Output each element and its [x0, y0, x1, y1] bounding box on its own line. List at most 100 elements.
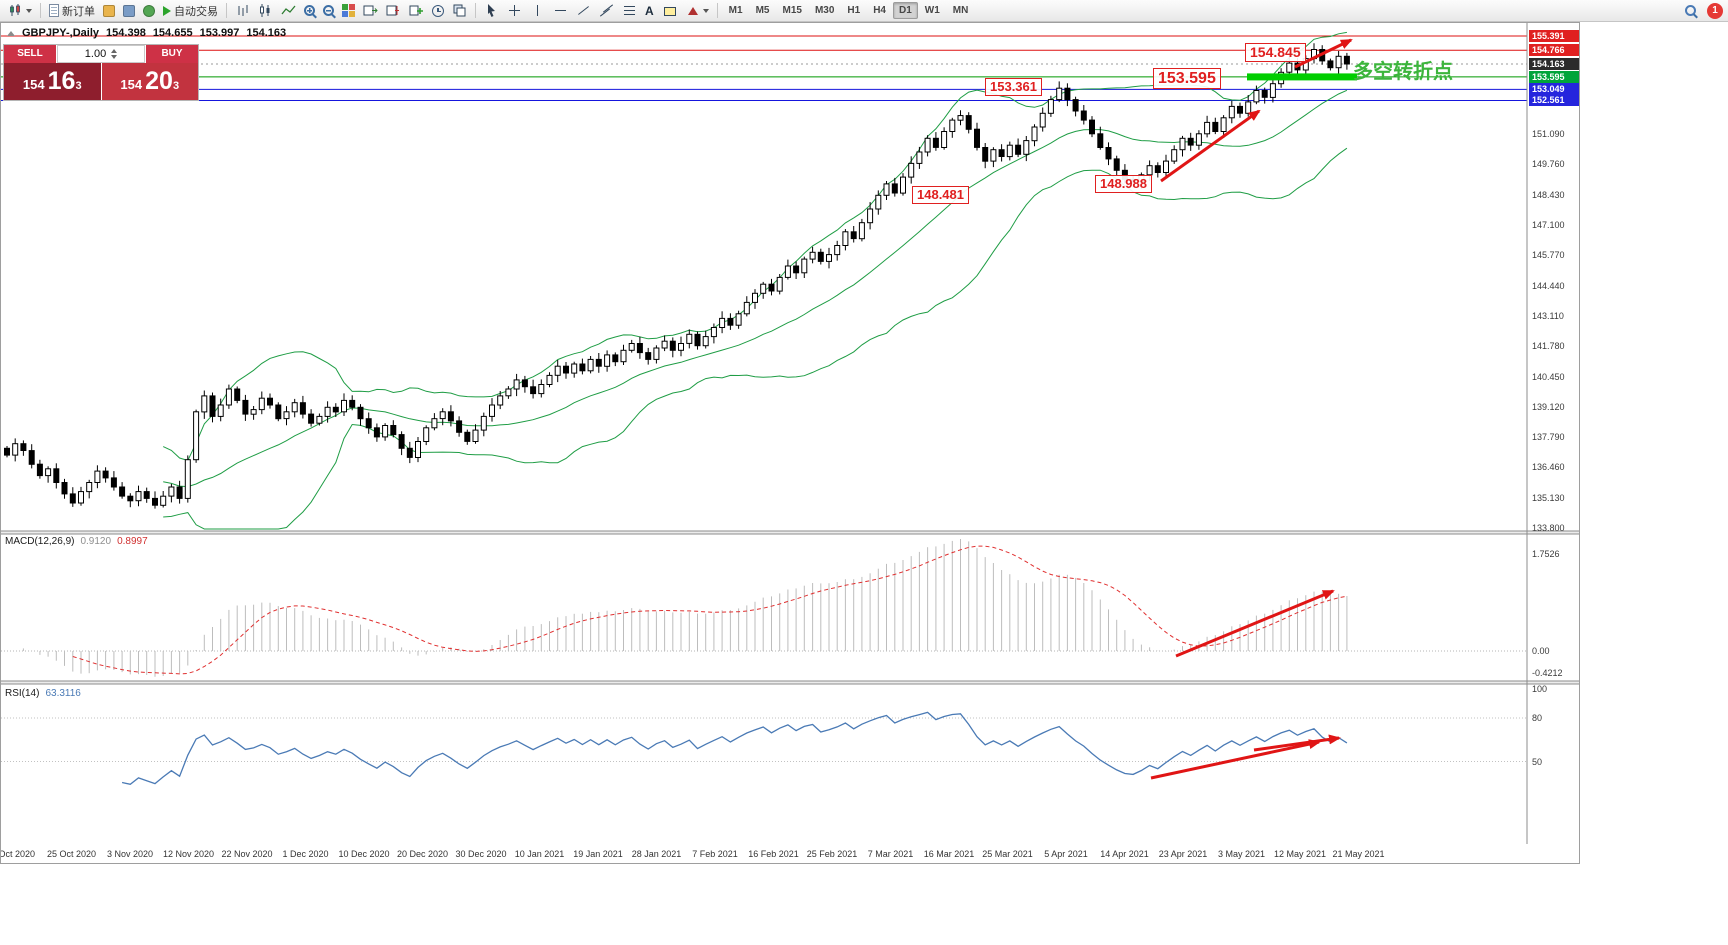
- text-tool-icon: A: [645, 3, 654, 18]
- shapes-tool-button[interactable]: [682, 1, 712, 20]
- sell-price-display[interactable]: 154 16 3: [4, 63, 101, 100]
- channel-tool-button[interactable]: [596, 1, 617, 20]
- timeframe-button-w1[interactable]: W1: [924, 5, 940, 16]
- rsi-scale-label: 80: [1532, 713, 1543, 723]
- macd-signal-value: 0.8997: [117, 536, 148, 547]
- chart-window[interactable]: 155.391 154.766 154.163 153.595 153.049 152.5…: [0, 22, 1580, 864]
- date-label: 12 May 2021: [1273, 849, 1327, 859]
- rsi-name: RSI(14): [5, 688, 40, 699]
- price-line-label: 154.766: [1529, 44, 1579, 56]
- label-tool-button[interactable]: [659, 1, 680, 20]
- chart-shift-icon: [386, 5, 399, 16]
- turning-point-annotation[interactable]: 多空转折点: [1353, 61, 1453, 83]
- trendline-icon: [576, 3, 591, 18]
- buy-button[interactable]: BUY: [146, 45, 198, 63]
- price-callout[interactable]: 153.361: [985, 78, 1042, 96]
- timeframe-button-m5[interactable]: M5: [755, 5, 770, 16]
- auto-scroll-button[interactable]: [360, 1, 381, 20]
- macd-scale-label: -0.4212: [1532, 668, 1563, 678]
- timeframe-button-mn[interactable]: MN: [952, 5, 969, 16]
- timeframe-button-d1[interactable]: D1: [892, 2, 918, 19]
- price-scale-label: 133.800: [1532, 523, 1565, 533]
- vertical-line-tool-button[interactable]: [527, 1, 548, 20]
- chart-shift-button[interactable]: [383, 1, 404, 20]
- timeframe-button-m1[interactable]: M1: [728, 5, 743, 16]
- new-chart-plus-icon: [409, 5, 423, 16]
- strategy-tester-button[interactable]: [100, 1, 118, 20]
- price-callout[interactable]: 153.595: [1153, 68, 1221, 90]
- price-chart-canvas[interactable]: [1, 23, 1579, 863]
- trendline-tool-button[interactable]: [573, 1, 594, 20]
- horizontal-line-tool-button[interactable]: [550, 1, 571, 20]
- price-line-label: 155.391: [1529, 30, 1579, 42]
- date-label: 23 Apr 2021: [1158, 849, 1208, 859]
- volume-value: 1.00: [84, 48, 107, 60]
- template-button[interactable]: [449, 1, 470, 20]
- timeframe-button-m15[interactable]: M15: [782, 5, 802, 16]
- date-label: 7 Feb 2021: [692, 849, 738, 859]
- price-axis[interactable]: 155.391 154.766 154.163 153.595 153.049 152.5…: [1528, 23, 1579, 863]
- price-callout[interactable]: 154.845: [1245, 43, 1306, 62]
- close-value: 154.163: [246, 27, 287, 39]
- metaeditor-button[interactable]: [120, 1, 138, 20]
- spinner-down-icon[interactable]: [111, 55, 118, 59]
- date-label: 3 Nov 2020: [106, 849, 154, 859]
- timeframe-button-h4[interactable]: H4: [873, 5, 886, 16]
- rsi-scale-label: 50: [1532, 757, 1543, 767]
- time-axis[interactable]: 5 Oct 2020 25 Oct 2020 3 Nov 2020 12 Nov 20…: [1, 844, 1528, 863]
- zoom-out-icon: [323, 5, 334, 16]
- search-button[interactable]: [1682, 1, 1699, 20]
- notification-badge[interactable]: 1: [1707, 2, 1723, 19]
- timeframe-button-m30[interactable]: M30: [814, 5, 835, 16]
- date-label: 16 Feb 2021: [748, 849, 799, 859]
- bar-chart-icon: [238, 5, 248, 16]
- autotrading-button[interactable]: 自动交易: [160, 1, 221, 20]
- rsi-indicator-label: RSI(14) 63.3116: [5, 688, 81, 699]
- macd-indicator-label: MACD(12,26,9) 0.9120 0.8997: [5, 536, 148, 547]
- options-icon: [143, 4, 155, 17]
- sell-button[interactable]: SELL: [4, 45, 56, 63]
- toolbar-separator: [716, 3, 718, 18]
- chart-window-menu[interactable]: [5, 1, 35, 20]
- macd-scale-label: 1.7526: [1532, 549, 1560, 559]
- crosshair-tool-button[interactable]: [504, 1, 525, 20]
- price-scale-label: 144.440: [1532, 281, 1565, 291]
- price-scale-label: 151.090: [1532, 129, 1565, 139]
- price-callout[interactable]: 148.988: [1095, 175, 1152, 193]
- period-button[interactable]: [429, 1, 447, 20]
- price-scale-label: 149.760: [1532, 159, 1565, 169]
- cursor-tool-button[interactable]: [481, 1, 502, 20]
- price-scale-label: 140.450: [1532, 372, 1565, 382]
- new-chart-plus-button[interactable]: [406, 1, 427, 20]
- text-label-icon: [662, 3, 677, 18]
- price-scale-label: 143.110: [1532, 311, 1564, 321]
- date-label: 30 Dec 2020: [455, 849, 507, 859]
- volume-spinner[interactable]: [111, 49, 118, 59]
- horizontal-line-icon: [553, 3, 568, 18]
- date-label: 22 Nov 2020: [221, 849, 273, 859]
- new-order-button[interactable]: 新订单: [46, 1, 98, 20]
- candlestick-chart-button[interactable]: [255, 1, 276, 20]
- zoom-out-button[interactable]: [320, 1, 337, 20]
- timeframe-button-h1[interactable]: H1: [847, 5, 861, 16]
- date-label: 25 Feb 2021: [806, 849, 858, 859]
- macd-main-value: 0.9120: [80, 536, 112, 547]
- fibonacci-tool-button[interactable]: [619, 1, 640, 20]
- chevron-down-icon: [702, 8, 709, 13]
- price-callout[interactable]: 148.481: [912, 186, 969, 204]
- date-label: 3 May 2021: [1217, 849, 1266, 859]
- date-label: 5 Apr 2021: [1044, 849, 1088, 859]
- buy-price-display[interactable]: 154 20 3: [101, 63, 198, 100]
- toolbar-separator: [475, 3, 476, 18]
- price-scale-label: 139.120: [1532, 402, 1565, 412]
- volume-stepper[interactable]: 1.00: [57, 45, 145, 63]
- line-chart-button[interactable]: [278, 1, 299, 20]
- text-tool-button[interactable]: A: [642, 1, 657, 20]
- spinner-up-icon[interactable]: [111, 49, 118, 53]
- bar-chart-button[interactable]: [232, 1, 253, 20]
- indicators-button[interactable]: [339, 1, 358, 20]
- zoom-in-button[interactable]: [301, 1, 318, 20]
- options-button[interactable]: [140, 1, 158, 20]
- sell-pipette: 3: [75, 80, 82, 92]
- macd-scale-label: 0.00: [1532, 646, 1550, 656]
